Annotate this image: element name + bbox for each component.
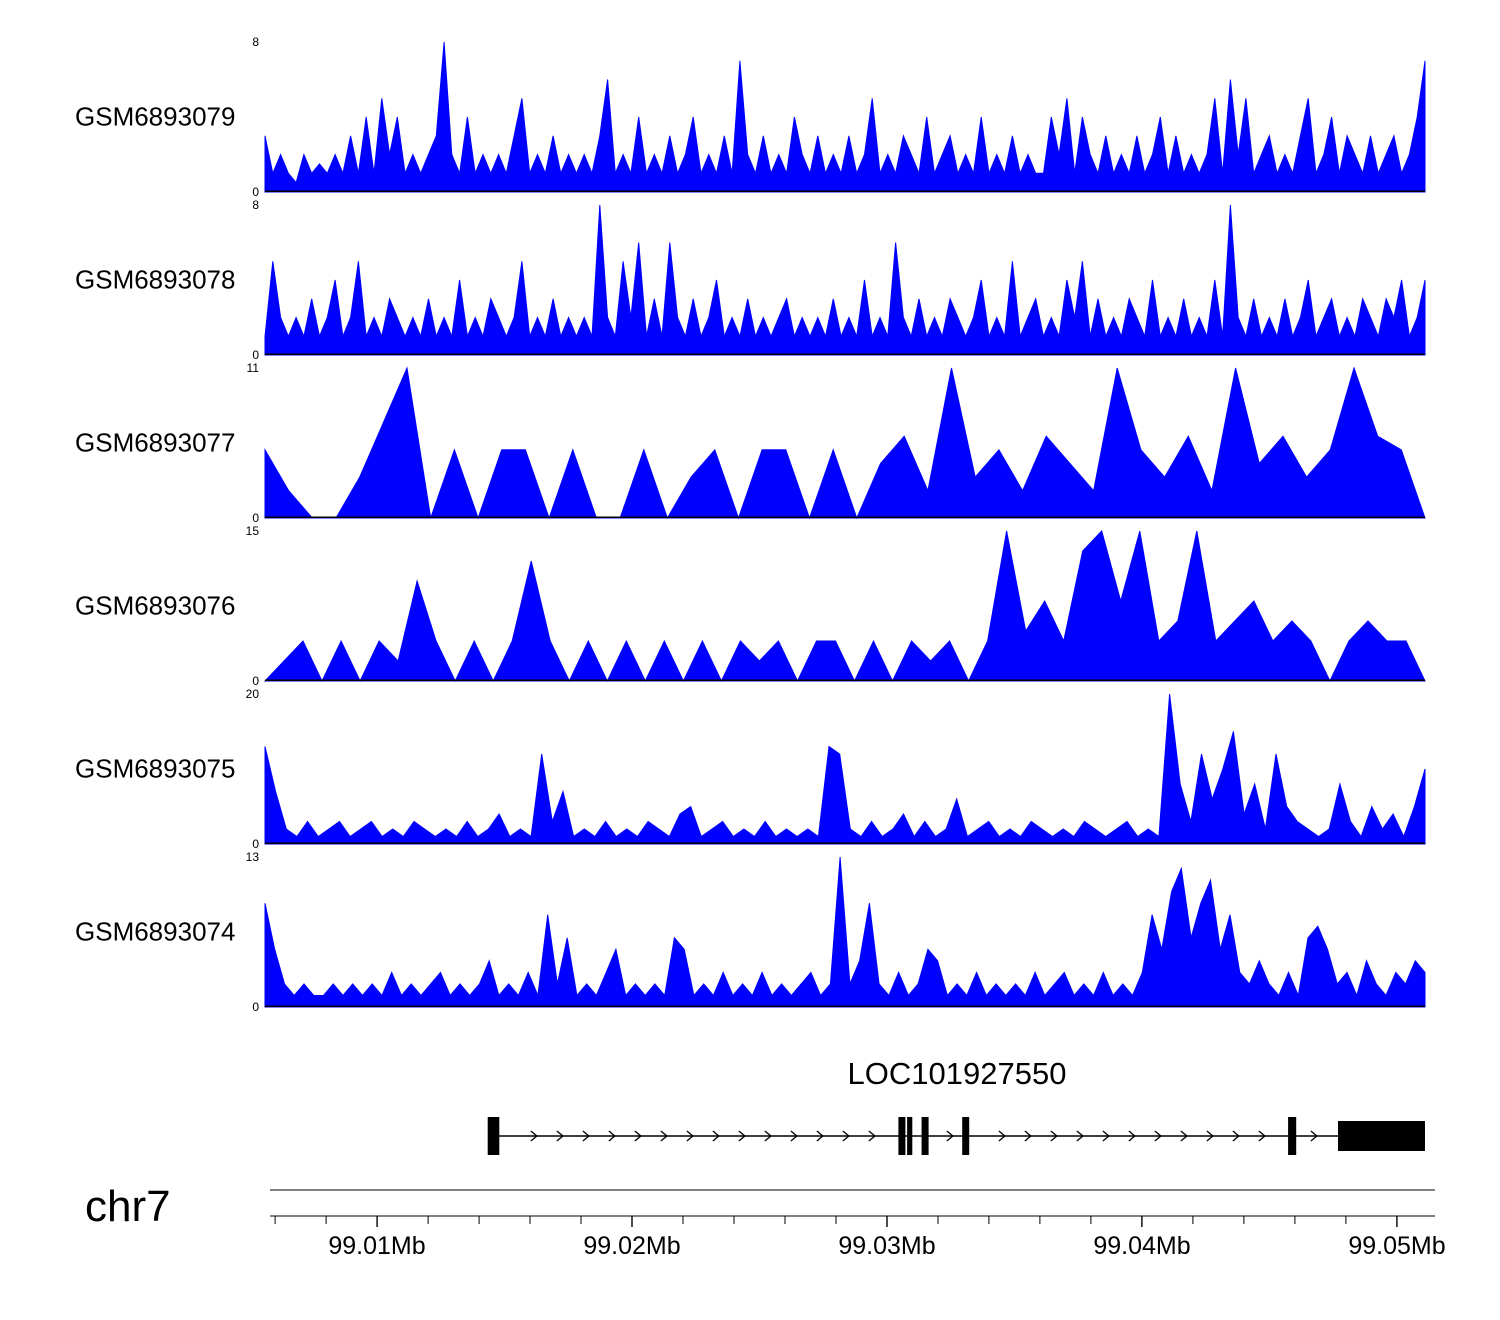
gene-name-label: LOC101927550 [847,1056,1067,1091]
coverage-track-row: GSM6893078 8 0 [0,198,1500,362]
coverage-area [264,366,1426,520]
gene-exon [1338,1121,1425,1151]
intron-arrow-icon [764,1130,772,1142]
gene-model [487,1117,1425,1155]
track-label: GSM6893075 [75,753,236,784]
gene-exon [898,1117,906,1155]
coverage-signal [264,693,1426,845]
intron-arrow-icon [998,1130,1006,1142]
intron-arrow-icon [1024,1130,1032,1142]
ruler-tick-label: 99.01Mb [328,1232,426,1260]
intron-arrow-icon [1206,1130,1214,1142]
y-axis-zero-label: 0 [252,348,259,362]
coverage-track-row: GSM6893076 15 0 [0,524,1500,688]
intron-arrow-icon [1310,1130,1318,1142]
intron-arrow-icon [556,1130,564,1142]
intron-arrow-icon [842,1130,850,1142]
chromosome-label: chr7 [85,1182,171,1231]
coverage-signal [264,856,1426,1008]
intron-arrow-icon [1232,1130,1240,1142]
intron-arrow-icon [1102,1130,1110,1142]
coverage-signal [264,366,1426,520]
intron-arrow-icon [1258,1130,1266,1142]
intron-arrow-icon [660,1130,668,1142]
ruler-tick-labels: 99.01Mb 99.02Mb 99.03Mb 99.04Mb 99.05Mb [265,1232,1445,1268]
coverage-signal [264,41,1426,193]
coverage-area [264,693,1426,845]
track-label: GSM6893074 [75,916,236,947]
coverage-area [264,41,1426,193]
coverage-track-row: GSM6893077 11 0 [0,361,1500,525]
intron-arrow-icon [1050,1130,1058,1142]
y-axis-zero-label: 0 [252,837,259,851]
intron-arrow-icon [634,1130,642,1142]
ruler-tick-label: 99.04Mb [1093,1232,1191,1260]
intron-arrow-icon [946,1130,954,1142]
y-axis-max-label: 8 [252,198,259,212]
coverage-area [264,856,1426,1008]
track-label: GSM6893077 [75,427,236,458]
coverage-area [264,204,1426,356]
y-axis-max-label: 15 [245,524,259,538]
genomic-ruler [270,1189,1435,1227]
track-label: GSM6893079 [75,101,236,132]
coverage-signal [263,530,1426,683]
intron-arrow-icon [1076,1130,1084,1142]
intron-arrow-icon [686,1130,694,1142]
gene-exon [907,1117,913,1155]
track-label: GSM6893078 [75,264,236,295]
y-axis-max-label: 11 [246,361,259,375]
y-axis-max-label: 13 [245,850,259,864]
intron-arrow-icon [868,1130,876,1142]
y-axis-max-label: 8 [252,35,259,49]
coverage-track-row: GSM6893079 8 0 [0,35,1500,199]
gene-exon [921,1117,929,1155]
intron-arrow-icon [582,1130,590,1142]
ruler-tick-label: 99.03Mb [838,1232,936,1260]
track-label: GSM6893076 [75,590,236,621]
gene-exon [962,1117,970,1155]
intron-arrow-icon [608,1130,616,1142]
intron-arrow-icon [1128,1130,1136,1142]
intron-arrow-icon [530,1130,538,1142]
gene-exon [487,1117,500,1155]
y-axis-zero-label: 0 [252,1000,259,1014]
y-axis-zero-label: 0 [252,511,259,525]
y-axis-zero-label: 0 [252,674,259,688]
intron-arrow-icon [738,1130,746,1142]
intron-arrow-icon [1154,1130,1162,1142]
intron-arrow-icon [816,1130,824,1142]
coverage-area [263,530,1426,683]
ruler-tick-label: 99.05Mb [1348,1232,1446,1260]
intron-arrow-icon [712,1130,720,1142]
y-axis-max-label: 20 [245,687,259,701]
coverage-signal [264,204,1426,356]
coverage-track-row: GSM6893074 13 0 [0,850,1500,1014]
ruler-tick-label: 99.02Mb [583,1232,681,1260]
y-axis-zero-label: 0 [252,185,259,199]
coverage-track-row: GSM6893075 20 0 [0,687,1500,851]
gene-exon [1288,1117,1297,1155]
intron-arrow-icon [1180,1130,1188,1142]
intron-arrow-icon [790,1130,798,1142]
